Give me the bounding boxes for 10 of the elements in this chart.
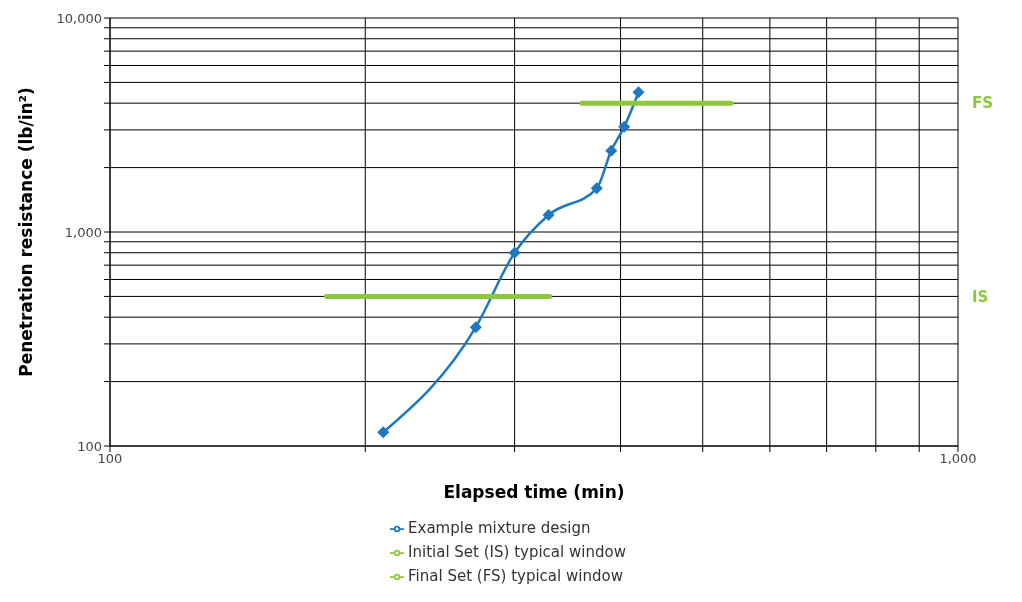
x-axis-title: Elapsed time (min) [443,482,625,502]
text: FS [972,94,994,113]
y-tick-label: 1,000 [64,224,102,240]
legend-label: Final Set (FS) typical window [408,567,623,585]
legend-label: Example mixture design [408,519,591,537]
y-axis-title: Penetration resistance (lb/in²) [16,87,37,377]
text: IS [972,287,989,306]
y-tick-label: 100 [77,438,102,454]
legend-label: Initial Set (IS) typical window [408,543,626,561]
y-tick-label: 10,000 [56,10,102,26]
